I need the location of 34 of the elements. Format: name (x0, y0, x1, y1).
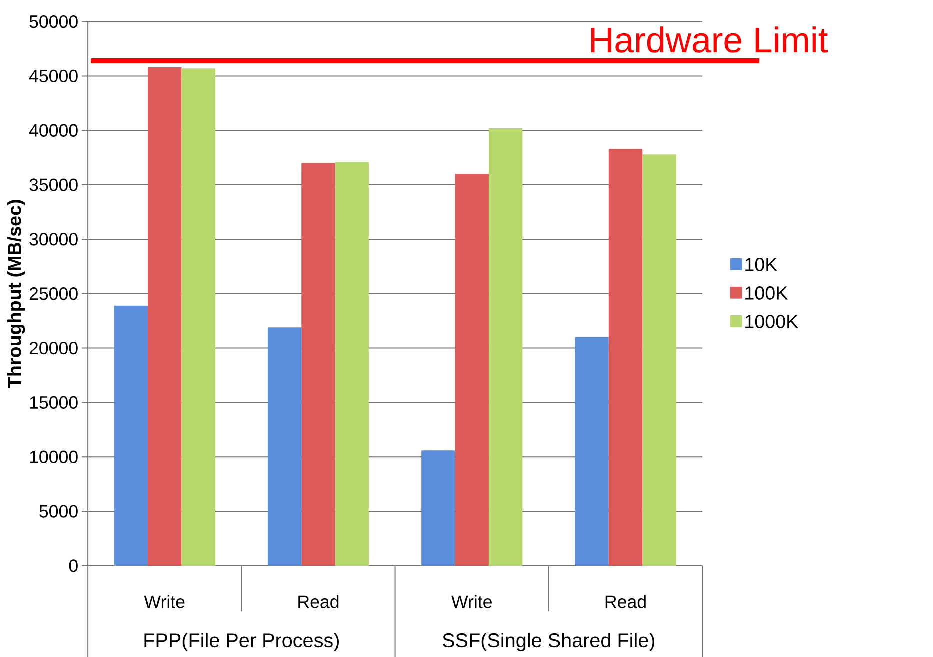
bar (268, 328, 302, 566)
x-tick-label: Read (298, 595, 339, 608)
y-tick-label: 25000 (30, 287, 78, 300)
bar (575, 337, 609, 566)
legend-label: 1000K (746, 315, 798, 328)
legend-label: 100K (746, 286, 788, 300)
text: SSF(Single Shared File) (442, 632, 655, 652)
bar (422, 450, 456, 566)
y-tick-label: 5000 (40, 505, 78, 518)
bar (488, 128, 523, 566)
bar (182, 68, 216, 566)
y-tick-label: 15000 (30, 396, 78, 409)
bar (335, 162, 370, 566)
bar (642, 154, 676, 566)
bar (608, 149, 643, 566)
y-tick-label: 35000 (30, 178, 78, 192)
ref-line-label: Hardware Limit (591, 26, 828, 53)
y-tick-label: 20000 (30, 342, 78, 355)
y-tick-label: 10000 (30, 450, 78, 464)
text: FPP(File Per Process) (144, 632, 340, 652)
x-tick-label: Write (452, 595, 492, 608)
bar (148, 67, 182, 566)
y-tick-label: 0 (69, 560, 78, 572)
x-tick-label: Write (144, 595, 185, 608)
bar (302, 163, 336, 566)
y-axis-title: Throughput (MB/sec) (8, 200, 26, 388)
bar (455, 174, 489, 566)
y-tick-label: 30000 (30, 233, 78, 246)
x-tick-label: Read (606, 595, 646, 608)
y-tick-label: 40000 (29, 124, 78, 137)
bar (114, 306, 148, 566)
y-tick-label: 45000 (29, 70, 78, 82)
legend-label: 10K (746, 258, 778, 272)
y-tick-label: 50000 (30, 15, 78, 28)
